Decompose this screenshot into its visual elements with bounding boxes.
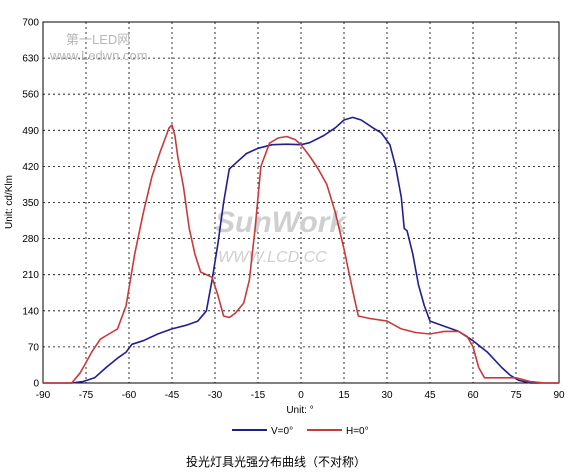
series-lines: [43, 116, 559, 384]
chart-caption: 投光灯具光强分布曲线（不对称）: [186, 454, 366, 469]
x-tick-label: -75: [79, 390, 94, 401]
x-tick-labels: -90 -75 -60 -45 -30 -15 0 15 30 45 60 75 90: [36, 390, 565, 401]
x-tick-label: -45: [165, 390, 180, 401]
x-tick-label: -60: [122, 390, 137, 401]
watermark-brand: SunWork: [215, 206, 347, 239]
x-tick-label: 60: [467, 390, 479, 401]
x-tick-label: 45: [424, 390, 436, 401]
x-tick-label: -90: [36, 390, 51, 401]
legend: V=0° H=0°: [232, 426, 369, 437]
y-axis-label: Unit: cd/Klm: [4, 175, 15, 229]
y-tick-label: 0: [33, 379, 39, 390]
watermark-site-cn: 第一LED网: [66, 32, 130, 47]
x-axis-label: Unit: °: [286, 405, 313, 416]
y-tick-label: 280: [22, 234, 39, 245]
x-tick-label: 75: [510, 390, 522, 401]
legend-label-v: V=0°: [271, 426, 293, 437]
watermark-brand-url: WWW.LCD.CC: [218, 249, 327, 266]
x-tick-label: 90: [553, 390, 565, 401]
y-tick-label: 700: [22, 18, 39, 29]
y-tick-label: 560: [22, 90, 39, 101]
x-tick-label: 0: [298, 390, 304, 401]
series-line-h: [43, 124, 559, 384]
y-tick-label: 420: [22, 162, 39, 173]
x-tick-label: 15: [338, 390, 350, 401]
legend-label-h: H=0°: [346, 426, 369, 437]
y-tick-label: 140: [22, 306, 39, 317]
y-tick-label: 490: [22, 126, 39, 137]
y-tick-labels: 0 70 140 210 280 350 420 490 560 630 700: [22, 18, 39, 390]
series-line-v: [43, 116, 559, 384]
x-tick-label: -30: [208, 390, 223, 401]
y-tick-label: 70: [28, 342, 40, 353]
x-tick-label: -15: [251, 390, 266, 401]
y-tick-label: 210: [22, 270, 39, 281]
y-tick-label: 350: [22, 198, 39, 209]
watermark-site-url: www.Ledwn.com: [49, 48, 148, 63]
y-tick-label: 630: [22, 54, 39, 65]
x-tick-label: 30: [381, 390, 393, 401]
